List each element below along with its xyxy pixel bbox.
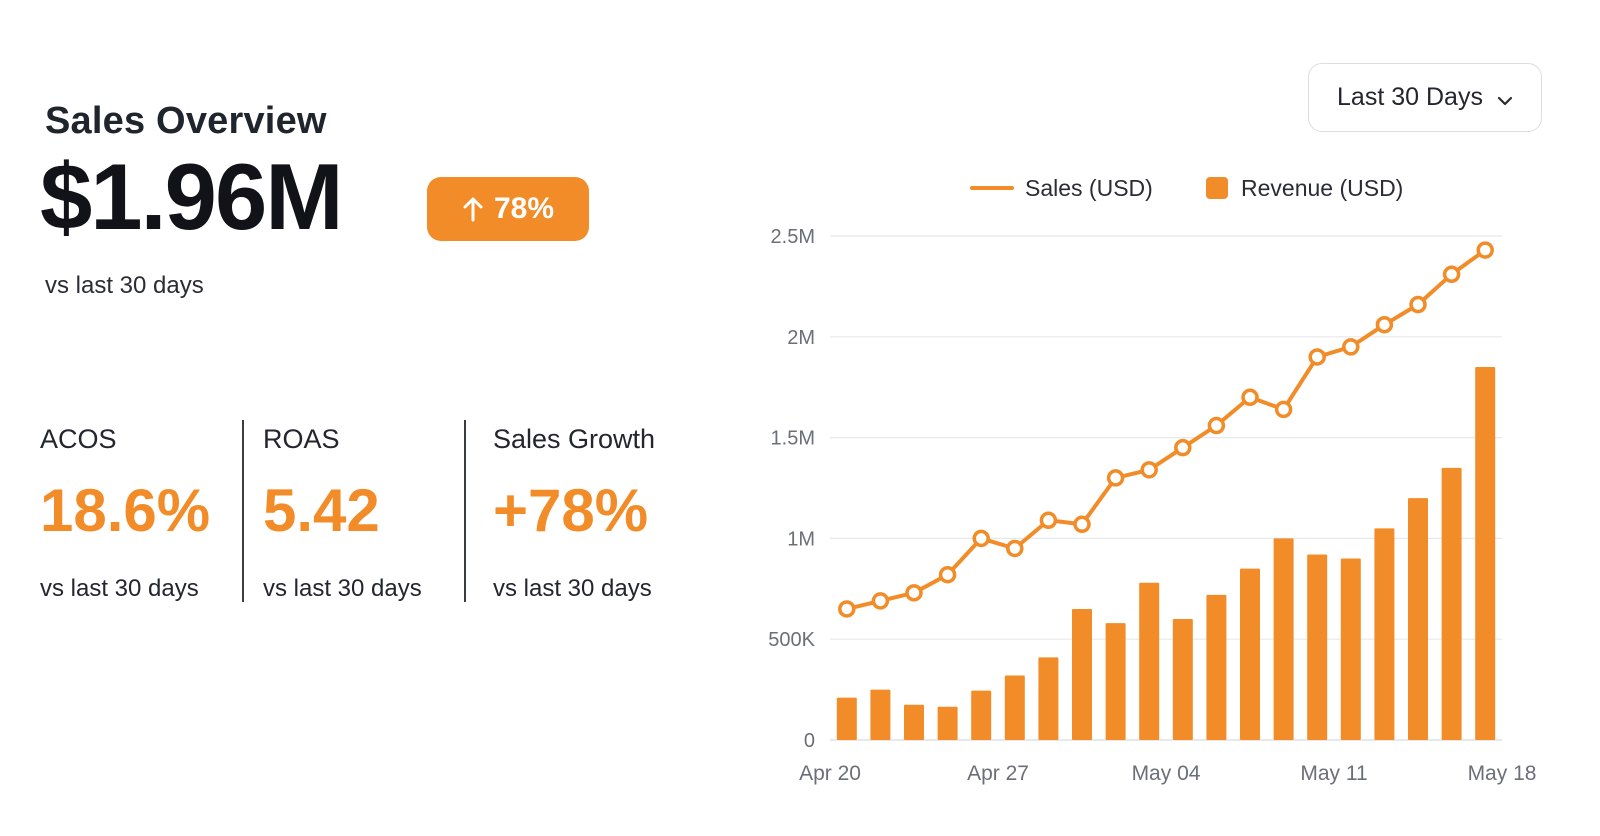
metric-subtext: vs last 30 days	[493, 575, 652, 602]
sales-point	[972, 529, 990, 548]
x-tick-label: May 04	[1132, 762, 1201, 785]
metric-value: +78%	[493, 477, 649, 544]
y-tick-label: 0	[804, 730, 815, 752]
metric-subtext: vs last 30 days	[263, 575, 422, 602]
y-tick-label: 2.5M	[771, 226, 815, 248]
legend-label-revenue: Revenue (USD)	[1241, 175, 1403, 201]
sales-point	[1274, 400, 1293, 419]
metric-subtext: vs last 30 days	[40, 575, 199, 602]
sales-point	[838, 600, 856, 618]
x-tick-label: Apr 20	[799, 762, 861, 785]
revenue-bar	[1072, 608, 1092, 740]
revenue-bar	[1475, 367, 1496, 740]
revenue-bar	[971, 690, 992, 740]
period-dropdown[interactable]: Last 30 Days	[1308, 63, 1542, 132]
metric-roas: ROAS 5.42 vs last 30 days	[242, 420, 464, 602]
sales-point	[1476, 241, 1494, 259]
sales-point	[1409, 295, 1427, 314]
revenue-bar	[1441, 467, 1462, 740]
revenue-bar	[1105, 623, 1126, 740]
sales-point	[938, 565, 957, 584]
comparison-text: vs last 30 days	[45, 272, 204, 299]
revenue-bar	[904, 704, 924, 740]
metric-value: 5.42	[263, 477, 380, 544]
revenue-bar	[1240, 568, 1260, 740]
y-tick-label: 500K	[768, 629, 815, 651]
revenue-bar	[1206, 594, 1227, 740]
y-tick-label: 1.5M	[771, 428, 815, 450]
sales-point	[1140, 461, 1158, 479]
x-tick-label: May 18	[1468, 762, 1537, 785]
legend-swatch-revenue	[1206, 177, 1228, 199]
revenue-bar	[937, 706, 958, 740]
change-badge: 78%	[427, 177, 589, 241]
revenue-bar	[1408, 498, 1428, 740]
metric-value: 18.6%	[40, 477, 211, 544]
metrics-row: ACOS 18.6% vs last 30 days ROAS 5.42 vs …	[40, 420, 694, 602]
sales-point	[1308, 348, 1326, 366]
y-tick-label: 2M	[787, 327, 815, 349]
total-sales-value: $1.96M	[40, 144, 344, 249]
revenue-bar	[1340, 558, 1361, 740]
sales-point	[1039, 511, 1058, 530]
sales-point	[1241, 388, 1259, 407]
sales-point	[1006, 539, 1024, 558]
arrow-up-icon	[463, 197, 483, 222]
period-dropdown-label: Last 30 Days	[1337, 83, 1483, 111]
revenue-bar	[1038, 657, 1059, 740]
y-tick-label: 1M	[787, 528, 815, 550]
revenue-bar	[1374, 528, 1395, 740]
sales-point	[1174, 438, 1192, 457]
chart-legend: Sales (USD) Revenue (USD)	[970, 175, 1403, 201]
x-tick-label: May 11	[1300, 762, 1367, 785]
sales-point	[1073, 515, 1091, 534]
change-badge-label: 78%	[493, 192, 555, 225]
page-title: Sales Overview	[45, 100, 327, 142]
metric-sales-growth: Sales Growth +78% vs last 30 days	[464, 420, 694, 602]
sales-point	[905, 584, 923, 602]
sales-point	[1442, 265, 1461, 284]
sales-point	[1342, 338, 1360, 356]
sales-point	[871, 592, 890, 610]
revenue-bar	[1004, 675, 1025, 740]
sales-point	[1106, 469, 1125, 487]
sales-point	[1207, 416, 1226, 435]
metric-label: Sales Growth	[493, 424, 656, 454]
sales-point	[1375, 315, 1394, 334]
revenue-bar	[1172, 619, 1193, 740]
metric-acos: ACOS 18.6% vs last 30 days	[40, 420, 242, 602]
legend-label-sales: Sales (USD)	[1025, 175, 1153, 201]
chevron-down-icon	[1497, 96, 1513, 105]
revenue-bar	[1307, 554, 1328, 740]
revenue-bar	[870, 689, 891, 740]
sales-revenue-chart: 0 500K 1M 1.5M 2M 2.5M Apr 20 Apr 27 May 04 May 1…	[768, 175, 1537, 785]
revenue-bar	[1273, 538, 1294, 740]
x-tick-label: Apr 27	[967, 762, 1029, 785]
revenue-bar	[1139, 582, 1160, 740]
metric-label: ACOS	[40, 424, 117, 454]
revenue-bar	[836, 697, 857, 740]
metric-label: ROAS	[263, 424, 340, 454]
